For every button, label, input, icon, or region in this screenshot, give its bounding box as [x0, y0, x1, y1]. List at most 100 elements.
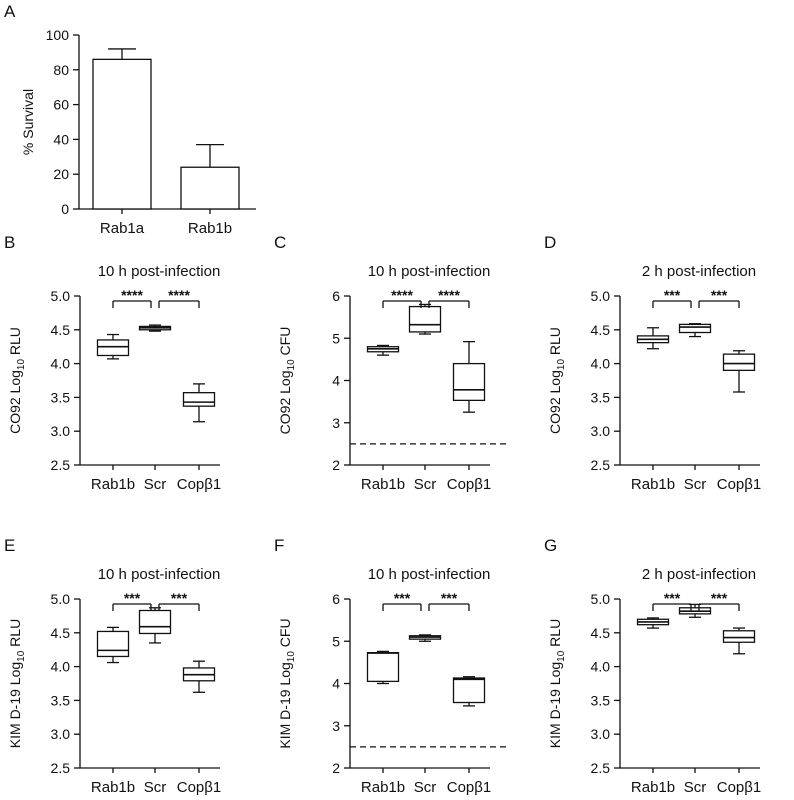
x-tick-label: Rab1b	[361, 476, 405, 493]
y-tick-label: 5	[332, 633, 340, 649]
x-tick-label: Scr	[684, 476, 707, 493]
y-tick-label: 3.5	[591, 389, 611, 405]
panel-g: G 2 h post-infection 2.5 3.0 3.5 4.0 4.5 5.0 KIM…	[544, 536, 761, 796]
significance-stars: ****	[438, 287, 460, 303]
significance-stars: ***	[664, 590, 681, 606]
y-tick-label: 2.5	[591, 760, 611, 776]
y-tick-label: 4	[332, 373, 340, 389]
y-axis-label: KIM D-19 Log10 RLU	[547, 619, 567, 748]
significance-stars: ***	[711, 287, 728, 303]
panel-c: C 10 h post-infection 2 3 4 5 6 CO92 Log10 CFU R…	[274, 233, 510, 493]
x-tick-label: Scr	[144, 476, 167, 493]
y-tick-label: 6	[332, 288, 340, 304]
y-tick-label: 5.0	[591, 591, 611, 607]
significance-stars: ****	[121, 287, 143, 303]
x-tick-label: Scr	[414, 779, 437, 796]
box	[452, 677, 486, 704]
y-tick-label: 2	[332, 457, 340, 473]
y-tick-label: 3.0	[591, 726, 611, 742]
panel-d: D 2 h post-infection 2.5 3.0 3.5 4.0 4.5 5.0 CO9…	[544, 233, 761, 493]
panel-a: A 0 20 40 60 80 100 % Survival Rab1a Rab1b	[4, 2, 256, 237]
y-tick-label: 5.0	[51, 288, 71, 304]
panel-letter: C	[274, 233, 286, 252]
y-tick-label: 2.5	[51, 760, 71, 776]
x-tick-label: Rab1b	[188, 220, 232, 237]
bar	[180, 166, 240, 210]
x-tick-label: Scr	[684, 779, 707, 796]
x-tick-label: Rab1b	[91, 476, 135, 493]
y-axis-label: KIM D-19 Log10 CFU	[277, 618, 297, 748]
box	[138, 609, 172, 635]
x-tick-label: Rab1b	[361, 779, 405, 796]
x-tick-label: Copβ1	[717, 779, 762, 796]
panel-letter: G	[544, 536, 557, 555]
y-tick-label: 0	[61, 201, 69, 217]
y-tick-label: 3.0	[591, 423, 611, 439]
y-tick-label: 4.5	[591, 625, 611, 641]
y-tick-label: 3.0	[51, 726, 71, 742]
y-tick-label: 4.0	[591, 356, 611, 372]
box	[366, 652, 400, 683]
box	[722, 630, 756, 643]
box	[408, 305, 442, 333]
y-axis-label: CO92 Log10 RLU	[7, 327, 27, 434]
panel-title: 10 h post-infection	[368, 566, 491, 583]
y-tick-label: 4.5	[51, 322, 71, 338]
x-tick-label: Copβ1	[447, 779, 492, 796]
panel-letter: E	[4, 536, 15, 555]
y-tick-label: 5.0	[591, 288, 611, 304]
y-tick-label: 3.0	[51, 423, 71, 439]
y-tick-label: 5.0	[51, 591, 71, 607]
box	[452, 362, 486, 402]
significance-stars: ***	[124, 590, 141, 606]
x-tick-label: Scr	[414, 476, 437, 493]
y-axis-label: CO92 Log10 CFU	[277, 327, 297, 435]
x-tick-label: Rab1b	[631, 779, 675, 796]
panel-title: 10 h post-infection	[98, 566, 221, 583]
panel-f: F 10 h post-infection 2 3 4 5 6 KIM D-19 Log10 …	[274, 536, 510, 796]
significance-stars: ***	[711, 590, 728, 606]
y-tick-label: 3.5	[51, 692, 71, 708]
panel-title: 2 h post-infection	[642, 263, 756, 280]
box	[722, 353, 756, 372]
x-tick-label: Copβ1	[177, 476, 222, 493]
y-axis-label: CO92 Log10 RLU	[547, 327, 567, 434]
panel-letter: D	[544, 233, 556, 252]
y-tick-label: 2.5	[591, 457, 611, 473]
y-tick-label: 3	[332, 415, 340, 431]
y-tick-label: 100	[46, 27, 70, 43]
panel-letter: F	[274, 536, 284, 555]
y-tick-label: 80	[53, 62, 69, 78]
panel-b: B 10 h post-infection 2.5 3.0 3.5 4.0 4.5 5.0 CO…	[4, 233, 221, 493]
y-tick-label: 40	[53, 131, 69, 147]
panel-title: 10 h post-infection	[98, 263, 221, 280]
significance-stars: ***	[664, 287, 681, 303]
box	[182, 392, 216, 407]
x-tick-label: Scr	[144, 779, 167, 796]
y-tick-label: 4.5	[591, 322, 611, 338]
y-tick-label: 20	[53, 166, 69, 182]
x-tick-label: Rab1b	[91, 779, 135, 796]
y-tick-label: 60	[53, 97, 69, 113]
significance-stars: ****	[168, 287, 190, 303]
box	[96, 630, 130, 658]
x-tick-label: Copβ1	[447, 476, 492, 493]
x-tick-label: Copβ1	[717, 476, 762, 493]
y-tick-label: 4.0	[51, 659, 71, 675]
significance-stars: ***	[394, 590, 411, 606]
y-tick-label: 4	[332, 676, 340, 692]
panel-e: E 10 h post-infection 2.5 3.0 3.5 4.0 4.5 5.0 KI…	[4, 536, 221, 796]
y-tick-label: 4.0	[591, 659, 611, 675]
y-axis-label: % Survival	[20, 89, 36, 155]
panel-letter: A	[4, 2, 16, 21]
panel-title: 2 h post-infection	[642, 566, 756, 583]
y-tick-label: 2.5	[51, 457, 71, 473]
significance-stars: ***	[441, 590, 458, 606]
box	[96, 339, 130, 357]
panel-letter: B	[4, 233, 15, 252]
y-tick-label: 3.5	[51, 389, 71, 405]
x-tick-label: Copβ1	[177, 779, 222, 796]
box	[678, 323, 712, 334]
y-tick-label: 3	[332, 718, 340, 734]
